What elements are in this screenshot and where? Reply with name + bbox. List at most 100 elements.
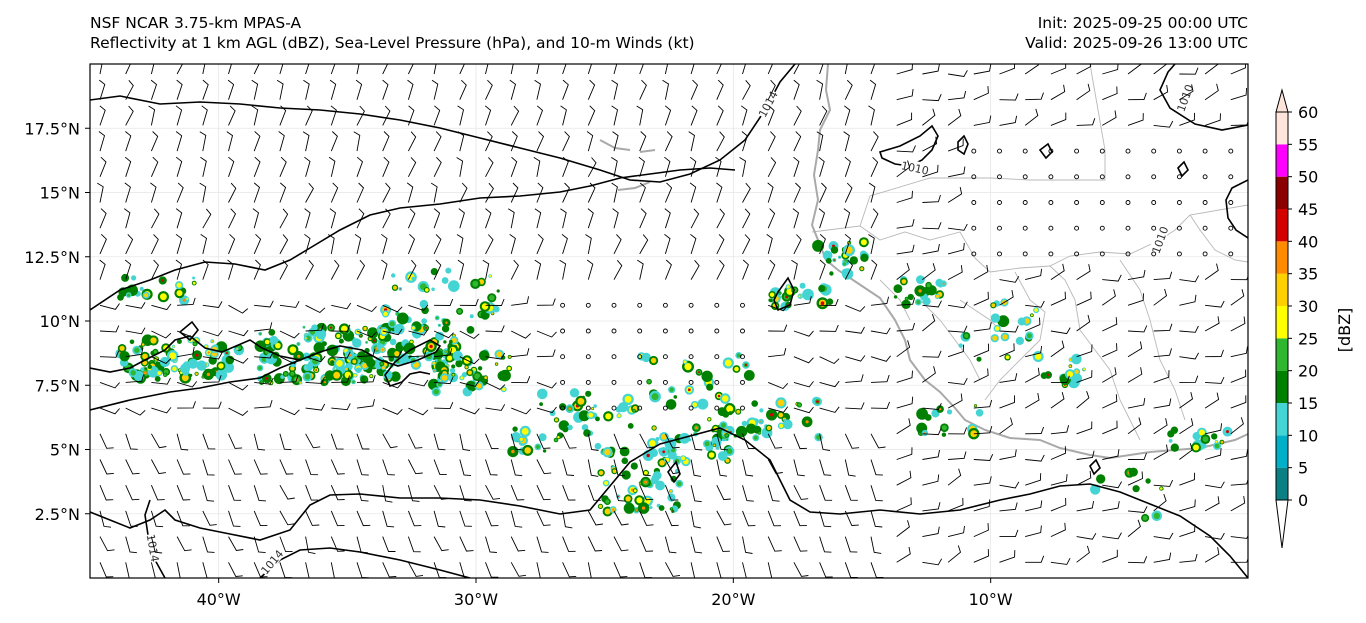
reflectivity-core xyxy=(134,347,140,353)
reflectivity-cell xyxy=(976,356,982,362)
colorbar-level-label: 10 xyxy=(1298,426,1318,445)
wind-barb xyxy=(124,208,131,229)
wind-barb xyxy=(125,234,134,255)
reflectivity-core xyxy=(218,363,224,369)
wind-barb xyxy=(1153,418,1168,435)
wind-barb xyxy=(793,296,812,306)
wind-barb xyxy=(485,157,494,178)
reflectivity-core xyxy=(195,372,198,376)
wind-barb xyxy=(305,536,316,555)
calm-wind-marker xyxy=(560,328,566,334)
wind-barb xyxy=(1025,454,1045,462)
wind-barb xyxy=(793,406,814,414)
wind-barb xyxy=(99,485,114,501)
wind-barb xyxy=(330,64,336,75)
reflectivity-cell xyxy=(769,298,773,303)
colorbar-swatch xyxy=(1276,403,1288,436)
wind-barb xyxy=(1102,343,1118,358)
reflectivity-peak xyxy=(373,339,376,342)
wind-barb xyxy=(1153,398,1172,409)
wind-barb xyxy=(793,79,800,100)
reflectivity-core xyxy=(476,383,482,389)
calm-wind-marker xyxy=(971,148,977,154)
wind-barb xyxy=(1025,555,1045,563)
reflectivity-core xyxy=(669,489,673,493)
reflectivity-core xyxy=(625,496,631,502)
wind-barb xyxy=(356,399,375,409)
reflectivity-core xyxy=(1142,515,1148,521)
wind-barb xyxy=(819,64,824,75)
valid-time: Valid: 2025-09-26 13:00 UTC xyxy=(1025,34,1248,52)
reflectivity-cell xyxy=(389,338,397,346)
reflectivity-peak xyxy=(816,400,819,403)
calm-wind-marker xyxy=(1176,148,1182,154)
wind-barb xyxy=(948,223,968,231)
reflectivity-cell xyxy=(701,370,713,382)
wind-barb xyxy=(896,160,911,178)
wind-barb xyxy=(485,510,499,527)
reflectivity-core xyxy=(726,438,729,441)
wind-barb xyxy=(433,208,441,229)
reflectivity-core xyxy=(275,342,281,349)
wind-barb xyxy=(1050,263,1065,280)
wind-barb xyxy=(175,233,183,255)
calm-wind-marker xyxy=(611,354,617,360)
wind-barb xyxy=(870,131,879,152)
reflectivity-cell xyxy=(390,371,401,382)
wind-barb xyxy=(356,105,365,126)
wind-barb xyxy=(1230,417,1244,435)
wind-barb xyxy=(922,136,938,152)
reflectivity-cell xyxy=(627,423,634,429)
wind-barb xyxy=(1179,553,1198,563)
reflectivity-cell xyxy=(121,273,130,282)
reflectivity-core xyxy=(753,435,758,440)
wind-barb xyxy=(1024,367,1040,383)
wind-barb xyxy=(279,375,299,383)
reflectivity-cell xyxy=(655,480,665,491)
wind-barb xyxy=(226,131,234,152)
reflectivity-cell xyxy=(916,275,925,284)
reflectivity-core xyxy=(344,371,351,378)
wind-barb xyxy=(356,304,377,313)
wind-barb xyxy=(819,406,840,413)
wind-barb xyxy=(305,459,318,476)
axis-ticks: 17.5°N 15°N 12.5°N 10°N 7.5°N 5°N 2.5°N 40°W 30°… xyxy=(24,119,1013,609)
reflectivity-core xyxy=(432,361,436,365)
wind-barb xyxy=(330,536,345,552)
colorbar-swatch xyxy=(1276,273,1288,306)
wind-barb xyxy=(356,536,369,554)
wind-barb xyxy=(382,182,391,203)
colorbar-swatch xyxy=(1276,338,1288,371)
wind-barb xyxy=(305,433,321,449)
reflectivity-core xyxy=(722,395,729,402)
reflectivity-peak xyxy=(975,405,976,407)
wind-barb xyxy=(870,259,878,280)
wind-barb xyxy=(665,562,681,577)
calm-wind-marker xyxy=(585,354,591,360)
wind-barb xyxy=(1230,120,1248,126)
wind-barb xyxy=(896,218,915,229)
wind-barb xyxy=(1050,291,1066,306)
wind-barb xyxy=(611,157,618,177)
wind-barb xyxy=(1025,525,1042,538)
wind-barb xyxy=(408,304,429,311)
reflectivity-core xyxy=(766,425,772,431)
wind-barb xyxy=(793,182,801,203)
wind-barb xyxy=(869,79,877,100)
reflectivity-cell xyxy=(630,462,638,470)
reflectivity-peak xyxy=(833,259,835,261)
wind-barb xyxy=(947,344,964,358)
wind-barb xyxy=(382,328,403,336)
reflectivity-cell xyxy=(421,318,427,324)
reflectivity-cell xyxy=(975,409,984,417)
wind-barb xyxy=(870,156,879,177)
reflectivity-core xyxy=(604,508,611,515)
wind-barb xyxy=(843,131,850,152)
reflectivity-cell xyxy=(443,340,447,344)
reflectivity-core xyxy=(211,340,214,343)
wind-barb xyxy=(330,562,338,578)
wind-barb xyxy=(199,182,207,203)
wind-barb xyxy=(868,105,875,126)
wind-barb xyxy=(922,244,940,255)
wind-barb xyxy=(690,64,695,75)
